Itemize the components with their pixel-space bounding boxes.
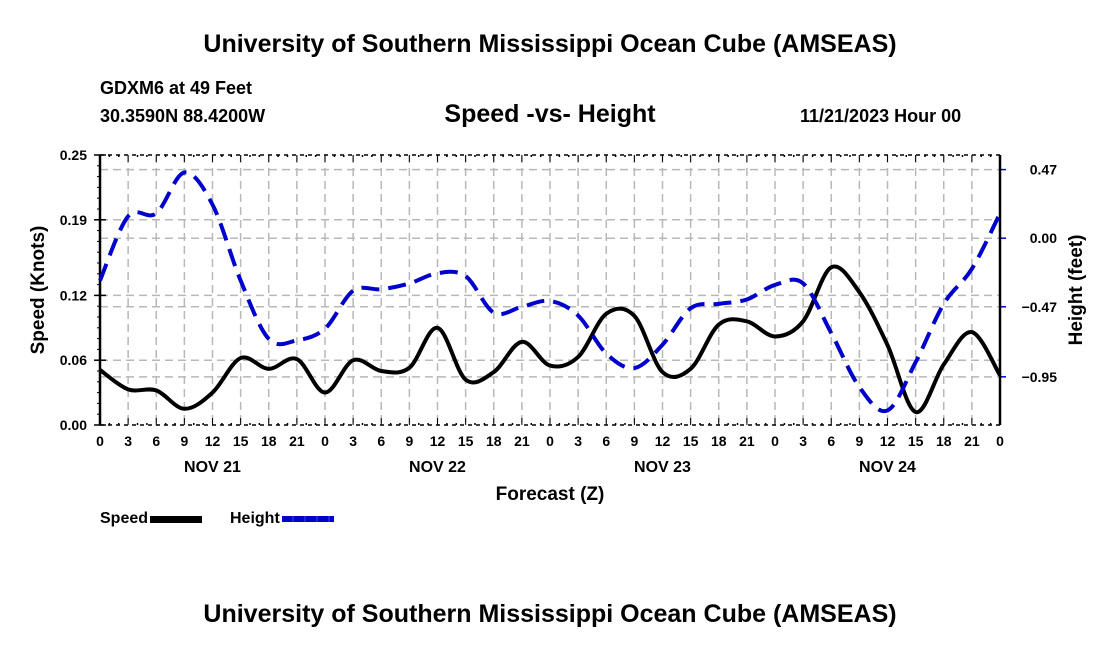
x-tick-label: 0 [771,433,779,449]
coordinates-label: 30.3590N 88.4200W [100,106,266,126]
x-axis-title: Forecast (Z) [496,484,605,505]
tick-labels: 0 3 6 9 12 15 18 21 0 3 6 9 12 15 18 21 0 3 6 9 12 15 18 21 0 3 6 9… [60,147,1057,476]
x-tick-label: 9 [180,433,188,449]
y-tick-label: 0.19 [60,212,87,228]
x-tick-label: 21 [289,433,305,449]
x-tick-label: 0 [96,433,104,449]
forecast-datestamp: 11/21/2023 Hour 00 [800,106,962,126]
series-lines [98,170,1002,415]
y2-axis-title: Height (feet) [1066,235,1087,346]
day-label: NOV 24 [859,459,916,476]
x-tick-label: 21 [514,433,530,449]
legend-height-swatch [281,516,334,522]
x-tick-label: 6 [377,433,385,449]
series-line-speed [98,264,1002,415]
x-tick-label: 15 [458,433,474,449]
x-tick-label: 3 [349,433,357,449]
x-tick-label: 3 [124,433,132,449]
x-tick-label: 12 [430,433,446,449]
x-tick-label: 15 [683,433,699,449]
legend-speed-label: Speed [100,510,149,527]
x-tick-label: 3 [574,433,582,449]
y2-tick-label: 0.00 [1030,230,1057,246]
x-tick-label: 9 [855,433,863,449]
x-tick-label: 6 [827,433,835,449]
station-label: GDXM6 at 49 Feet [100,78,253,98]
legend-speed-swatch [150,515,203,523]
legend-height: Height [230,510,334,528]
day-label: NOV 23 [634,459,691,476]
x-tick-label: 9 [405,433,413,449]
x-tick-label: 21 [964,433,980,449]
chart-subtitle: Speed -vs- Height [444,100,656,128]
y2-tick-label: 0.47 [1030,162,1057,178]
y-tick-label: 0.00 [60,417,87,433]
x-tick-label: 9 [630,433,638,449]
x-tick-label: 0 [996,433,1004,449]
x-tick-label: 0 [546,433,554,449]
y2-tick-label: −0.95 [1022,369,1058,385]
day-label: NOV 22 [409,459,466,476]
x-tick-label: 12 [205,433,221,449]
legend-height-label: Height [230,510,280,527]
x-tick-label: 18 [261,433,277,449]
series-line-height [98,170,1002,414]
grid-lines [100,155,1000,425]
y-tick-label: 0.12 [60,287,87,303]
y-axis-title: Speed (Knots) [28,226,49,355]
x-tick-label: 3 [799,433,807,449]
x-tick-label: 6 [602,433,610,449]
x-tick-label: 15 [908,433,924,449]
x-tick-label: 6 [152,433,160,449]
legend-speed: Speed [100,510,203,528]
axes [94,154,1006,426]
x-tick-label: 15 [233,433,249,449]
y2-tick-label: −0.47 [1022,299,1058,315]
footer-title: University of Southern Mississippi Ocean… [203,600,897,628]
x-tick-label: 18 [936,433,952,449]
x-tick-label: 12 [655,433,671,449]
x-tick-label: 12 [880,433,896,449]
x-tick-label: 0 [321,433,329,449]
x-tick-label: 18 [711,433,727,449]
chart-title: University of Southern Mississippi Ocean… [203,30,897,58]
x-tick-label: 18 [486,433,502,449]
x-tick-label: 21 [739,433,755,449]
y-tick-label: 0.25 [60,147,87,163]
y-tick-label: 0.06 [60,352,87,368]
day-label: NOV 21 [184,459,241,476]
